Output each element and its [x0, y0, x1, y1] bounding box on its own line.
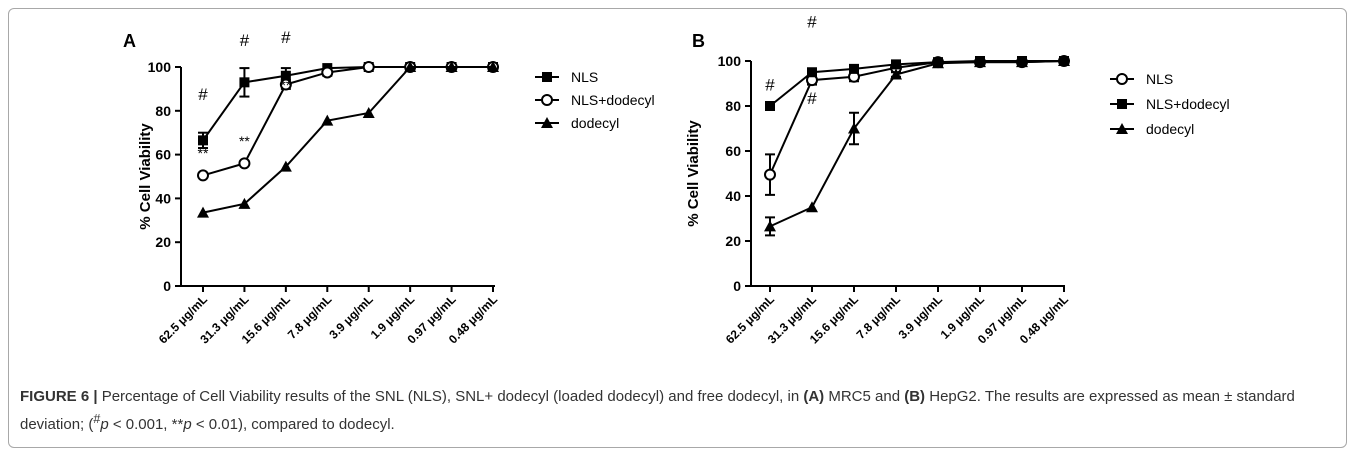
x-tick-label: 3.9 μg/mL [896, 292, 946, 342]
data-point [362, 61, 375, 73]
x-tick-label: 3.9 μg/mL [326, 292, 376, 342]
data-point [807, 67, 817, 78]
data-point [932, 57, 944, 69]
x-tick-label: 7.8 μg/mL [854, 292, 904, 342]
significance-mark: # [807, 89, 817, 108]
data-point [197, 169, 209, 182]
data-point [445, 61, 458, 72]
legend-marker [541, 117, 553, 128]
significance-mark: ** [239, 133, 250, 149]
caption-text-5: < 0.01), compared to dodecyl. [191, 416, 395, 433]
legend-marker [541, 94, 553, 106]
y-axis-title: % Cell Viability [685, 120, 702, 227]
data-point [891, 59, 901, 70]
significance-mark: # [281, 28, 291, 47]
caption-p-symbol-1: p [100, 416, 109, 433]
data-point [487, 61, 500, 72]
panel-label: A [123, 31, 136, 51]
y-tick-label: 80 [155, 103, 171, 119]
data-point [890, 68, 902, 80]
significance-mark: # [198, 85, 208, 104]
significance-mark: ** [280, 77, 291, 93]
caption-text-3: HepG2. The results are expressed as mean… [20, 388, 1295, 433]
caption-label: FIGURE 6 | [20, 388, 98, 405]
data-point [321, 114, 334, 126]
y-tick-label: 60 [155, 147, 171, 163]
data-point [279, 160, 292, 172]
data-point [197, 206, 209, 218]
caption-text-1: Percentage of Cell Viability results of … [97, 388, 804, 405]
figure-caption: FIGURE 6 | Percentage of Cell Viability … [20, 385, 1330, 436]
caption-text-2: MRC5 and [824, 388, 905, 405]
y-tick-label: 60 [725, 143, 741, 159]
y-tick-label: 80 [725, 98, 741, 114]
data-point [1058, 55, 1070, 66]
legend-label: dodecyl [1146, 121, 1194, 137]
data-point [404, 61, 417, 72]
legend-marker [1116, 73, 1128, 85]
data-point [321, 66, 334, 79]
data-point [238, 157, 251, 170]
legend-label: NLS [1146, 71, 1173, 87]
data-point [198, 135, 208, 146]
data-point [280, 70, 291, 81]
significance-mark: # [765, 75, 775, 94]
data-point [1016, 56, 1028, 68]
caption-hash-symbol: # [93, 412, 101, 426]
series-line [202, 66, 494, 214]
series-line [769, 60, 1064, 107]
panel-label: B [692, 31, 705, 51]
figure-frame [8, 8, 1347, 448]
y-tick-label: 40 [725, 188, 741, 204]
data-point [764, 168, 776, 181]
data-point [806, 201, 818, 213]
legend-marker [1116, 123, 1128, 134]
legend-marker [1117, 99, 1127, 109]
data-point [849, 63, 859, 74]
data-point [238, 197, 251, 209]
caption-p-symbol-2: p [183, 416, 192, 433]
data-point [848, 122, 860, 134]
caption-text-4: < 0.001, ** [108, 416, 184, 433]
x-tick-label: 7.8 μg/mL [285, 292, 335, 342]
significance-mark: # [807, 12, 817, 31]
legend-label: NLS+dodecyl [571, 92, 655, 108]
data-point [765, 101, 775, 111]
y-tick-label: 100 [148, 59, 172, 75]
legend-label: NLS+dodecyl [1146, 96, 1230, 112]
data-point [279, 78, 292, 91]
data-point [239, 77, 250, 88]
legend-marker [542, 72, 552, 82]
y-tick-label: 0 [163, 278, 171, 294]
y-tick-label: 20 [155, 234, 171, 250]
legend-label: NLS [571, 69, 598, 85]
legend-label: dodecyl [571, 115, 619, 131]
y-tick-label: 20 [725, 233, 741, 249]
series-line [769, 60, 1065, 228]
significance-mark: ** [198, 145, 209, 161]
significance-mark: # [240, 31, 250, 50]
y-tick-label: 0 [733, 278, 741, 294]
y-tick-label: 100 [718, 53, 742, 69]
caption-a-label: (A) [803, 388, 825, 405]
y-tick-label: 40 [155, 190, 171, 206]
data-point [764, 220, 776, 232]
data-point [974, 56, 986, 68]
caption-b-label: (B) [904, 388, 926, 405]
data-point [362, 106, 375, 118]
y-axis-title: % Cell Viability [137, 123, 154, 230]
